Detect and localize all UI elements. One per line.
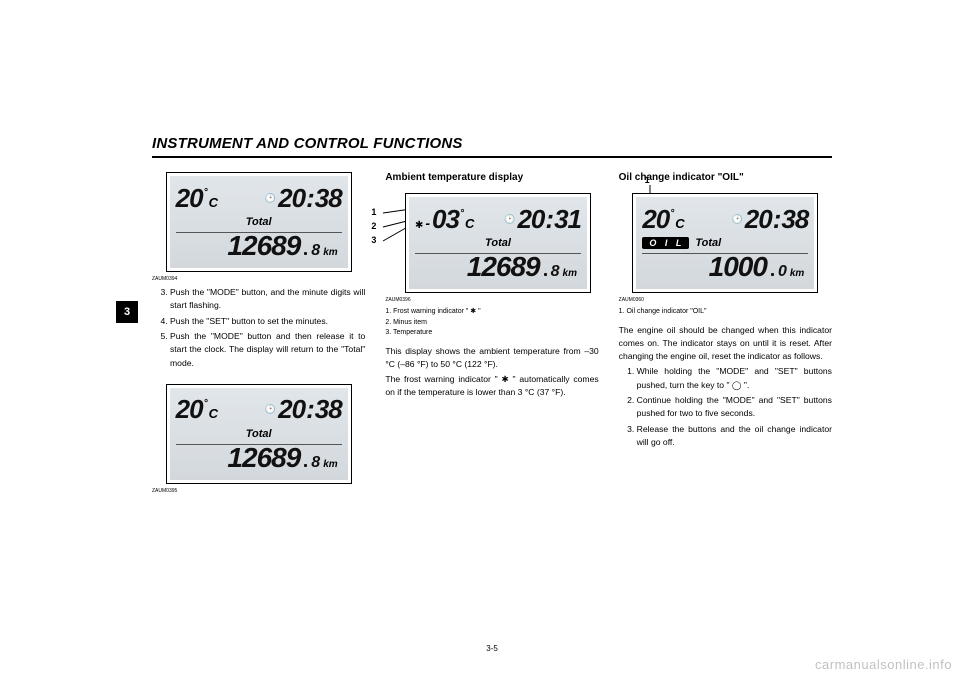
figure-lcd-1a: 20 ° C 🕑 20 : 38 Total xyxy=(152,172,365,272)
figure-lcd-2: 1 2 3 ✱ - 03 ° C 🕑 xyxy=(397,193,598,293)
oil-indicator: O I L xyxy=(642,237,689,249)
callout-1: 1 xyxy=(371,207,376,217)
minus-icon: - xyxy=(425,215,430,231)
chapter-tab: 3 xyxy=(116,301,138,323)
step-3: Release the buttons and the oil change i… xyxy=(637,423,832,450)
page-number: 3-5 xyxy=(486,644,498,653)
columns: 20 ° C 🕑 20 : 38 Total xyxy=(152,172,832,498)
step-1: While holding the "MODE" and "SET" butto… xyxy=(637,365,832,392)
step-3: Push the "MODE" button, and the minute d… xyxy=(170,286,365,313)
col2-heading: Ambient temperature display xyxy=(385,172,598,183)
column-1: 20 ° C 🕑 20 : 38 Total xyxy=(152,172,365,498)
figure-code: ZAUM0360 xyxy=(619,297,832,303)
lcd-total-label: Total xyxy=(246,216,272,228)
callout-3: 3 xyxy=(371,235,376,245)
column-3: Oil change indicator "OIL" 1 20 ° C 🕑 xyxy=(619,172,832,498)
page-container: INSTRUMENT AND CONTROL FUNCTIONS 20 ° C … xyxy=(152,135,832,615)
col1-steps: Push the "MODE" button, and the minute d… xyxy=(152,286,365,370)
figure-lcd-1b: 20 ° C 🕑 20 : 38 Total xyxy=(152,384,365,484)
column-2: Ambient temperature display 1 2 3 ✱ xyxy=(385,172,598,498)
watermark: carmanualsonline.info xyxy=(815,657,952,672)
figure-lcd-3: 1 20 ° C 🕑 20 : xyxy=(619,193,832,293)
col2-captions: 1. Frost warning indicator " ✱ " 2. Minu… xyxy=(385,307,598,339)
step-5: Push the "MODE" button and then release … xyxy=(170,330,365,370)
lcd-clock: 🕑 20 : 38 xyxy=(265,183,342,214)
page-title: INSTRUMENT AND CONTROL FUNCTIONS xyxy=(152,135,832,158)
figure-code: ZAUM0394 xyxy=(152,276,365,282)
callout-2: 2 xyxy=(371,221,376,231)
step-4: Push the "SET" button to set the minutes… xyxy=(170,315,365,328)
clock-icon: 🕑 xyxy=(265,404,276,415)
lcd-temp: 20 ° C xyxy=(176,183,218,214)
clock-icon: 🕑 xyxy=(732,214,743,225)
figure-code: ZAUM0395 xyxy=(152,488,365,494)
clock-icon: 🕑 xyxy=(265,193,276,204)
col2-body: This display shows the ambient temperatu… xyxy=(385,345,598,400)
step-2: Continue holding the "MODE" and "SET" bu… xyxy=(637,394,832,421)
frost-icon: ✱ xyxy=(415,220,423,231)
col3-captions: 1. Oil change indicator "OIL" xyxy=(619,307,832,318)
col3-body: The engine oil should be changed when th… xyxy=(619,324,832,450)
clock-icon: 🕑 xyxy=(504,214,515,225)
lcd-odometer: 12689 8 km xyxy=(227,230,337,262)
